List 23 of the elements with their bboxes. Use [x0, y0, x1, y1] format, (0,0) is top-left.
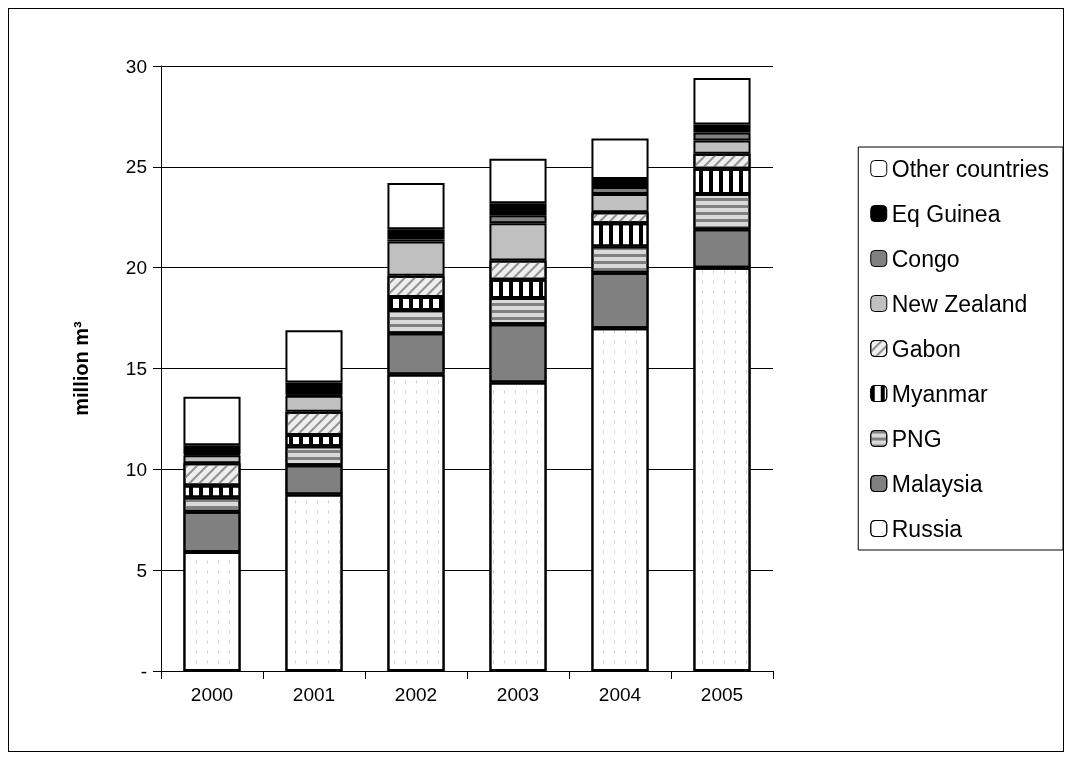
x-tick-label: 2001 — [292, 684, 336, 705]
y-tick-label: 30 — [125, 55, 147, 77]
x-tick-label: 2004 — [598, 684, 642, 705]
y-axis-title: million m³ — [70, 320, 92, 416]
y-tick-label: - — [140, 660, 147, 682]
legend-label: Myanmar — [891, 380, 988, 407]
legend-label: Congo — [891, 245, 960, 272]
legend-label: Eq Guinea — [891, 200, 1001, 227]
legend-label: Gabon — [891, 335, 961, 362]
y-tick-label: 15 — [125, 358, 147, 379]
x-tick-label: 2002 — [394, 684, 438, 705]
legend-label: Russia — [891, 515, 963, 542]
legend-label: PNG — [891, 425, 942, 452]
y-tick-label: 5 — [136, 559, 147, 581]
x-tick-label: 2000 — [190, 684, 234, 705]
y-tick-label: 25 — [125, 156, 147, 178]
legend-label: Malaysia — [891, 470, 983, 497]
y-tick-label: 20 — [125, 257, 147, 279]
x-tick-label: 2005 — [700, 684, 744, 705]
x-tick-label: 2003 — [496, 684, 540, 705]
legend-label: New Zealand — [891, 290, 1028, 317]
y-tick-label: 10 — [125, 458, 147, 480]
legend-label: Other countries — [891, 155, 1050, 182]
